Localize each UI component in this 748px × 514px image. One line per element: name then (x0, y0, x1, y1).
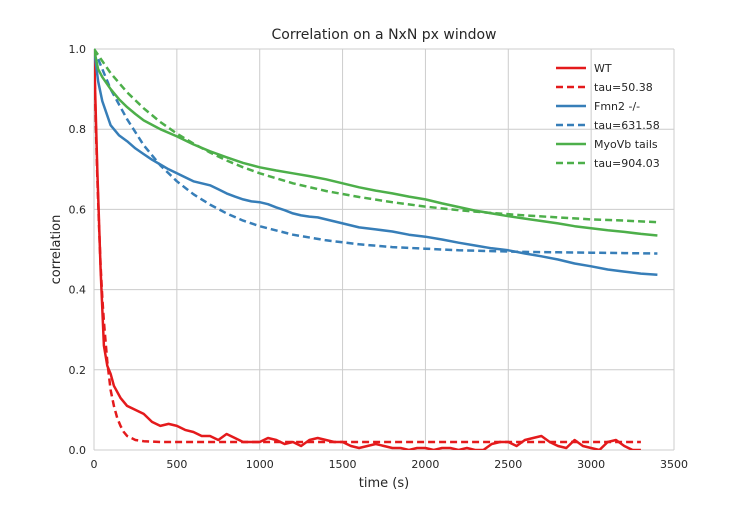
series-line-tau-904-03 (94, 48, 658, 224)
series-line-tau-631-58 (94, 48, 658, 255)
grid (93, 48, 675, 451)
x-tick-label: 3500 (660, 458, 688, 471)
x-axis-label: time (s) (359, 476, 409, 491)
plot-area (94, 49, 674, 450)
x-tick-label: 2500 (494, 458, 522, 471)
x-axis-ticks: 0 500 1000 1500 2000 2500 3000 3500 (91, 458, 689, 471)
series-line-wt (94, 48, 641, 450)
x-tick-label: 0 (91, 458, 98, 471)
legend-label: Fmn2 -/- (594, 100, 640, 113)
chart-title: Correlation on a NxN px window (272, 27, 497, 43)
y-axis-ticks: 0.0 0.2 0.4 0.6 0.8 1.0 (69, 43, 87, 457)
y-axis-label: correlation (49, 215, 64, 285)
legend-label: tau=50.38 (594, 81, 653, 94)
legend-label: MyoVb tails (594, 138, 658, 151)
x-tick-label: 1500 (329, 458, 357, 471)
y-tick-label: 0.8 (69, 123, 87, 136)
y-tick-label: 0.0 (69, 444, 87, 457)
y-tick-label: 0.2 (69, 364, 87, 377)
x-tick-label: 3000 (577, 458, 605, 471)
x-tick-label: 1000 (246, 458, 274, 471)
y-tick-label: 0.6 (69, 203, 87, 216)
legend-label: tau=631.58 (594, 119, 660, 132)
legend: WT tau=50.38 Fmn2 -/- tau=631.58 MyoVb tails… (556, 62, 660, 170)
x-tick-label: 500 (166, 458, 187, 471)
series-line-fmn2 (94, 48, 658, 277)
series-line-tau-50-38 (94, 48, 641, 444)
legend-label: tau=904.03 (594, 157, 660, 170)
series-line-myovb-tails (94, 48, 658, 237)
legend-label: WT (594, 62, 612, 75)
y-tick-label: 1.0 (69, 43, 87, 56)
x-tick-label: 2000 (411, 458, 439, 471)
y-tick-label: 0.4 (69, 284, 87, 297)
series-layer (94, 48, 658, 450)
